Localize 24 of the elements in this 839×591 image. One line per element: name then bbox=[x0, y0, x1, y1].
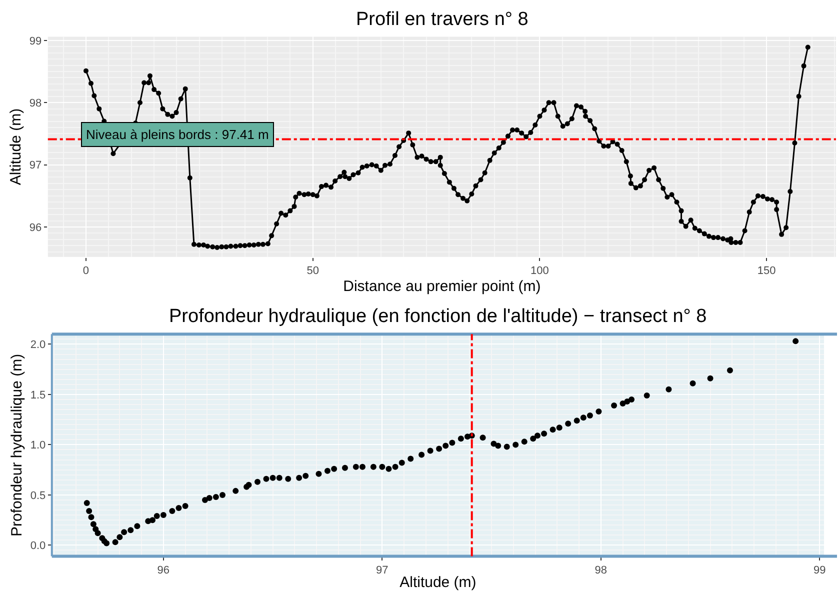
y-tick-label: 0.0 bbox=[30, 540, 46, 552]
x-tick-label: 97 bbox=[376, 564, 388, 576]
y-tick-label: 2.0 bbox=[30, 339, 46, 352]
x-axis-title: Distance au premier point (m) bbox=[343, 278, 541, 296]
y-tick-label: 99 bbox=[29, 35, 42, 48]
y-tick-label: 96 bbox=[29, 222, 42, 234]
y-tick-label: 97 bbox=[29, 160, 42, 172]
x-tick-label: 96 bbox=[157, 564, 170, 576]
x-tick-label: 0 bbox=[82, 265, 90, 278]
x-tick-label: 98 bbox=[594, 564, 608, 576]
annotation: Niveau à pleins bords : 97.41 m bbox=[86, 127, 269, 142]
y-tick-label: 98 bbox=[29, 97, 42, 110]
y-axis-title: Altitude (m) bbox=[8, 108, 25, 186]
x-axis-title: Altitude (m) bbox=[400, 574, 476, 591]
x-tick-label: 50 bbox=[306, 265, 319, 278]
x-tick-label: 99 bbox=[814, 564, 826, 576]
y-tick-label: 1.5 bbox=[30, 389, 46, 402]
chart-title: Profondeur hydraulique (en fonction de l'altitude) − transect n° 8 bbox=[169, 306, 707, 327]
x-tick-label: 100 bbox=[530, 265, 549, 278]
x-tick-label: 150 bbox=[757, 265, 776, 278]
y-axis-title: Profondeur hydraulique (m) bbox=[8, 354, 26, 537]
y-tick-label: 1.0 bbox=[30, 440, 46, 452]
y-tick-label: 0.5 bbox=[30, 490, 46, 502]
chart-title: Profil en travers n° 8 bbox=[356, 9, 528, 30]
